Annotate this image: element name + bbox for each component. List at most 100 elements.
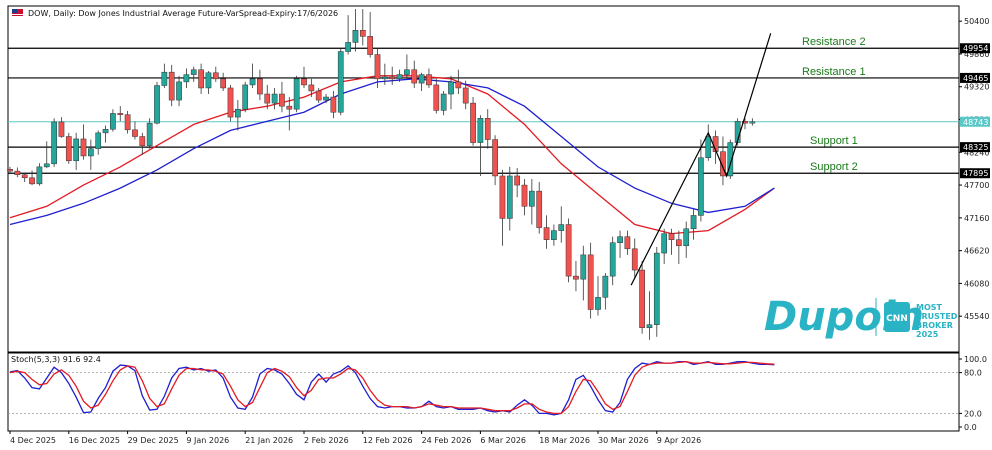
candle-body-bull xyxy=(102,128,109,134)
candle-body-bull xyxy=(396,74,403,80)
candle xyxy=(462,80,469,110)
candle-body-bull xyxy=(440,93,447,111)
candle xyxy=(124,111,131,134)
candle-body-bull xyxy=(293,78,300,110)
candle xyxy=(161,63,168,88)
resistance-1-label: Resistance 1 xyxy=(802,66,866,78)
candle xyxy=(212,66,219,82)
candle xyxy=(43,141,50,169)
candle-body-bear xyxy=(742,121,748,124)
candle-body-bull xyxy=(161,71,168,86)
candle-body-bear xyxy=(426,74,432,86)
stoch-y-tick-label: 20.0 xyxy=(964,409,982,418)
x-tick-label: 4 Dec 2025 xyxy=(10,436,56,445)
candle xyxy=(573,260,579,292)
candle-body-bear xyxy=(587,254,594,310)
candle-body-bear xyxy=(227,87,234,118)
cnn-badge-icon: CNN xyxy=(884,302,910,332)
stoch-title: Stoch(5,3,3) 91.6 92.4 xyxy=(11,355,101,364)
candle-body-bull xyxy=(506,175,513,219)
candle xyxy=(595,276,601,316)
chart-title: DOW, Daily: Dow Jones Industrial Average… xyxy=(28,9,338,18)
candle-body-bear xyxy=(21,174,28,179)
candle-body-bull xyxy=(683,228,690,247)
candle-body-bull xyxy=(242,84,249,110)
price-layer: Resistance 2 Resistance 1 Support 1 Support… xyxy=(7,9,959,340)
cnn-badge-label: CNN xyxy=(886,314,908,324)
x-tick-label: 9 Apr 2026 xyxy=(657,436,701,445)
candle xyxy=(492,135,498,186)
candle-body-bear xyxy=(565,224,572,277)
stoch-layer xyxy=(8,361,959,416)
candle xyxy=(279,81,285,113)
x-tick-label: 16 Dec 2025 xyxy=(69,436,120,445)
candle-body-bear xyxy=(668,233,675,240)
candle-body-bull xyxy=(448,81,454,95)
candle xyxy=(536,182,543,234)
candle xyxy=(198,63,204,95)
candle xyxy=(609,236,616,286)
y-tick-label: 48240 xyxy=(964,148,989,157)
candle xyxy=(323,94,329,104)
candle xyxy=(235,100,241,131)
candle-body-bear xyxy=(499,175,506,219)
candle xyxy=(220,72,227,91)
candle-body-bull xyxy=(323,96,329,101)
candle-body-bear xyxy=(536,190,543,228)
candle-body-bull xyxy=(176,81,182,101)
candle-body-bear xyxy=(308,84,315,92)
candle xyxy=(514,168,520,198)
candle-body-bull xyxy=(646,324,653,328)
candle xyxy=(426,68,432,88)
candle-body-bear xyxy=(330,96,337,113)
ma-fast-line xyxy=(9,75,775,235)
x-tick-label: 12 Feb 2026 xyxy=(363,436,413,445)
candle xyxy=(698,139,704,222)
support-1-label: Support 1 xyxy=(810,135,858,147)
candle-body-bull xyxy=(345,42,351,52)
candle xyxy=(558,206,565,243)
current-price-tag-bg xyxy=(960,116,990,127)
axis-layer: 5040049860493204878048240477004716046620… xyxy=(9,17,990,445)
candle-body-bull xyxy=(382,76,388,80)
candle-body-bull xyxy=(352,30,359,43)
candle-body-bear xyxy=(639,269,645,328)
resistance-2-label: Resistance 2 xyxy=(802,36,866,48)
candle-body-bull xyxy=(51,121,57,165)
badge-line-1: MOST xyxy=(916,303,943,312)
candle-body-bear xyxy=(257,78,263,95)
candle xyxy=(749,118,756,126)
ma-slow-line xyxy=(9,78,775,226)
badge-line-2: TRUSTED xyxy=(916,312,958,321)
candle xyxy=(359,9,366,46)
candle xyxy=(602,273,609,310)
candle-body-bear xyxy=(433,84,440,111)
level-price-tag: 47895 xyxy=(963,169,988,178)
candle xyxy=(21,172,28,183)
candle xyxy=(190,66,197,82)
candle xyxy=(176,75,182,107)
trend-annotation-line xyxy=(630,33,772,286)
candle-body-bear xyxy=(631,248,638,271)
support-2-label: Support 2 xyxy=(810,161,858,173)
x-tick-label: 24 Feb 2026 xyxy=(422,436,472,445)
candle-body-bear xyxy=(521,184,528,207)
candle-body-bear xyxy=(80,138,87,157)
candle-body-bull xyxy=(617,236,623,243)
level-price-tag-bg xyxy=(960,43,990,54)
candle-body-bull xyxy=(183,74,190,83)
candle-body-bull xyxy=(73,138,80,162)
candle xyxy=(455,69,462,95)
candle xyxy=(499,169,506,246)
candle-body-bear xyxy=(117,113,124,115)
candle xyxy=(168,64,175,107)
y-tick-label: 49860 xyxy=(964,50,989,59)
candle-body-bear xyxy=(484,118,491,140)
candle xyxy=(551,224,557,246)
candle-body-bear xyxy=(462,87,469,104)
candle xyxy=(543,215,550,249)
candle-body-bear xyxy=(455,81,462,89)
level-price-tag-bg xyxy=(960,142,990,153)
badge-line-4: 2025 xyxy=(916,330,939,339)
candle-body-bull xyxy=(418,74,425,84)
